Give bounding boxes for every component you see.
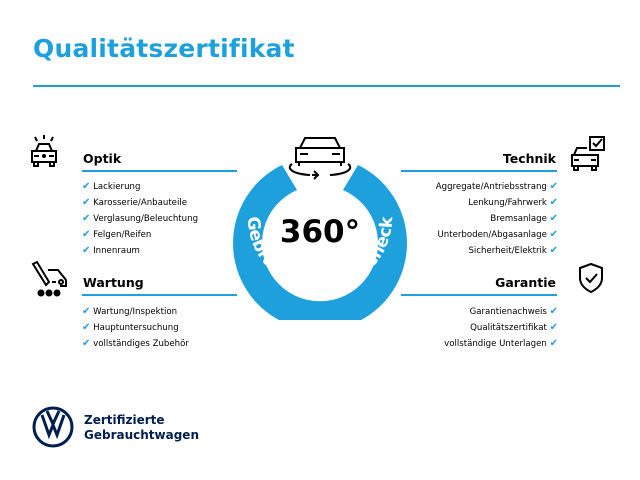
list-item: ✔ Felgen/Reifen <box>82 229 152 240</box>
divider <box>82 170 237 172</box>
check-icon: ✔ <box>549 322 558 333</box>
check-icon: ✔ <box>82 229 91 240</box>
check-icon: ✔ <box>82 181 91 192</box>
logo-text: Zertifizierte Gebrauchtwagen <box>84 413 199 443</box>
section-title-garantie: Garantie <box>495 275 556 290</box>
wartung-list: ✔ Wartung/Inspektion ✔ Hauptuntersuchung… <box>82 304 189 352</box>
list-item: Unterboden/Abgasanlage ✔ <box>437 229 559 240</box>
page-title: Qualitätszertifikat <box>33 34 295 63</box>
360-check-badge: Gebrauchtwagen-Check 360° <box>233 137 407 320</box>
car-lights-icon <box>31 135 57 167</box>
check-icon: ✔ <box>549 181 558 192</box>
check-icon: ✔ <box>82 213 91 224</box>
check-icon: ✔ <box>82 322 91 333</box>
check-icon: ✔ <box>549 338 558 349</box>
list-item: Garantienachweis ✔ <box>469 306 558 317</box>
check-icon: ✔ <box>82 338 91 349</box>
check-icon: ✔ <box>82 245 91 256</box>
check-icon: ✔ <box>549 245 558 256</box>
logo-line1: Zertifizierte <box>84 413 165 427</box>
section-title-optik: Optik <box>83 151 122 166</box>
check-icon: ✔ <box>549 197 558 208</box>
check-icon: ✔ <box>549 229 558 240</box>
divider <box>82 294 237 296</box>
vw-logo <box>32 406 74 448</box>
service-tools-icon <box>31 260 67 297</box>
rotating-car-icon <box>288 137 352 180</box>
list-item: ✔ Verglasung/Beleuchtung <box>82 213 199 224</box>
list-item: ✔ Hauptuntersuchung <box>82 322 179 333</box>
list-item: Qualitätszertifikat ✔ <box>470 322 558 333</box>
list-item: Lenkung/Fahrwerk ✔ <box>468 197 558 208</box>
divider <box>401 170 557 172</box>
check-icon: ✔ <box>549 213 558 224</box>
check-icon: ✔ <box>549 306 558 317</box>
divider <box>401 294 557 296</box>
list-item: Aggregate/Antriebsstrang ✔ <box>435 181 558 192</box>
list-item: ✔ Innenraum <box>82 245 140 256</box>
car-checkbox-icon <box>571 136 605 171</box>
garantie-list: Garantienachweis ✔ Qualitätszertifikat ✔… <box>444 304 558 352</box>
check-icon: ✔ <box>82 306 91 317</box>
section-title-technik: Technik <box>502 151 556 166</box>
list-item: ✔ Karosserie/Anbauteile <box>82 197 188 208</box>
shield-check-icon <box>579 262 603 294</box>
badge-value: 360° <box>280 214 360 250</box>
list-item: ✔ Wartung/Inspektion <box>82 306 178 317</box>
list-item: vollständige Unterlagen ✔ <box>444 338 558 349</box>
list-item: ✔ vollständiges Zubehör <box>82 338 189 349</box>
logo-line2: Gebrauchtwagen <box>84 428 199 442</box>
badge-ring <box>233 165 407 320</box>
list-item: ✔ Lackierung <box>82 181 141 192</box>
list-item: Bremsanlage ✔ <box>490 213 558 224</box>
title-divider <box>33 85 620 87</box>
technik-list: Aggregate/Antriebsstrang ✔ Lenkung/Fahrw… <box>436 179 558 259</box>
optik-list: ✔ Lackierung ✔ Karosserie/Anbauteile ✔ V… <box>82 179 198 259</box>
check-icon: ✔ <box>82 197 91 208</box>
section-title-wartung: Wartung <box>83 275 144 290</box>
list-item: Sicherheit/Elektrik ✔ <box>468 245 558 256</box>
